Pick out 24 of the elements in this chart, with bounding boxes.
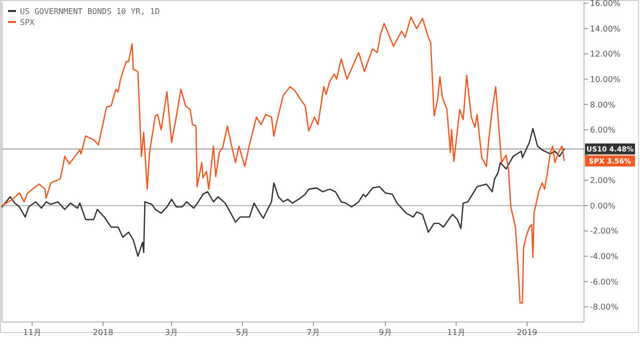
x-tick-label: 2019 xyxy=(516,328,538,337)
x-tick-label: 11月 xyxy=(447,328,466,337)
y-tick-label: 8.00% xyxy=(590,100,616,110)
y-tick-label: 10.00% xyxy=(590,74,621,84)
x-tick-label: 3月 xyxy=(165,328,178,337)
x-tick-label: 9月 xyxy=(378,328,392,337)
line-series xyxy=(1,128,565,257)
y-tick-label: 14.00% xyxy=(590,24,621,34)
legend-label: SPX xyxy=(20,18,35,27)
legend-label: US GOVERNMENT BONDS 10 YR, 1D xyxy=(20,7,160,16)
y-tick-label: 6.00% xyxy=(590,126,616,135)
x-tick-label: 7月 xyxy=(306,328,320,337)
y-tick-label: -8.00% xyxy=(590,302,619,312)
y-tick-label: -2.00% xyxy=(590,226,619,236)
y-tick-label: 2.00% xyxy=(590,176,616,186)
y-tick-label: -6.00% xyxy=(590,277,619,286)
x-tick-label: 2018 xyxy=(92,328,114,337)
y-tick-label: 16.00% xyxy=(590,0,621,8)
x-tick-label: 5月 xyxy=(236,328,250,337)
y-tick-label: -4.00% xyxy=(590,252,619,262)
y-tick-label: 12.00% xyxy=(590,50,621,59)
line-series xyxy=(1,16,565,304)
x-tick-label: 11月 xyxy=(23,328,42,337)
y-tick-label: 0.00% xyxy=(590,201,616,210)
